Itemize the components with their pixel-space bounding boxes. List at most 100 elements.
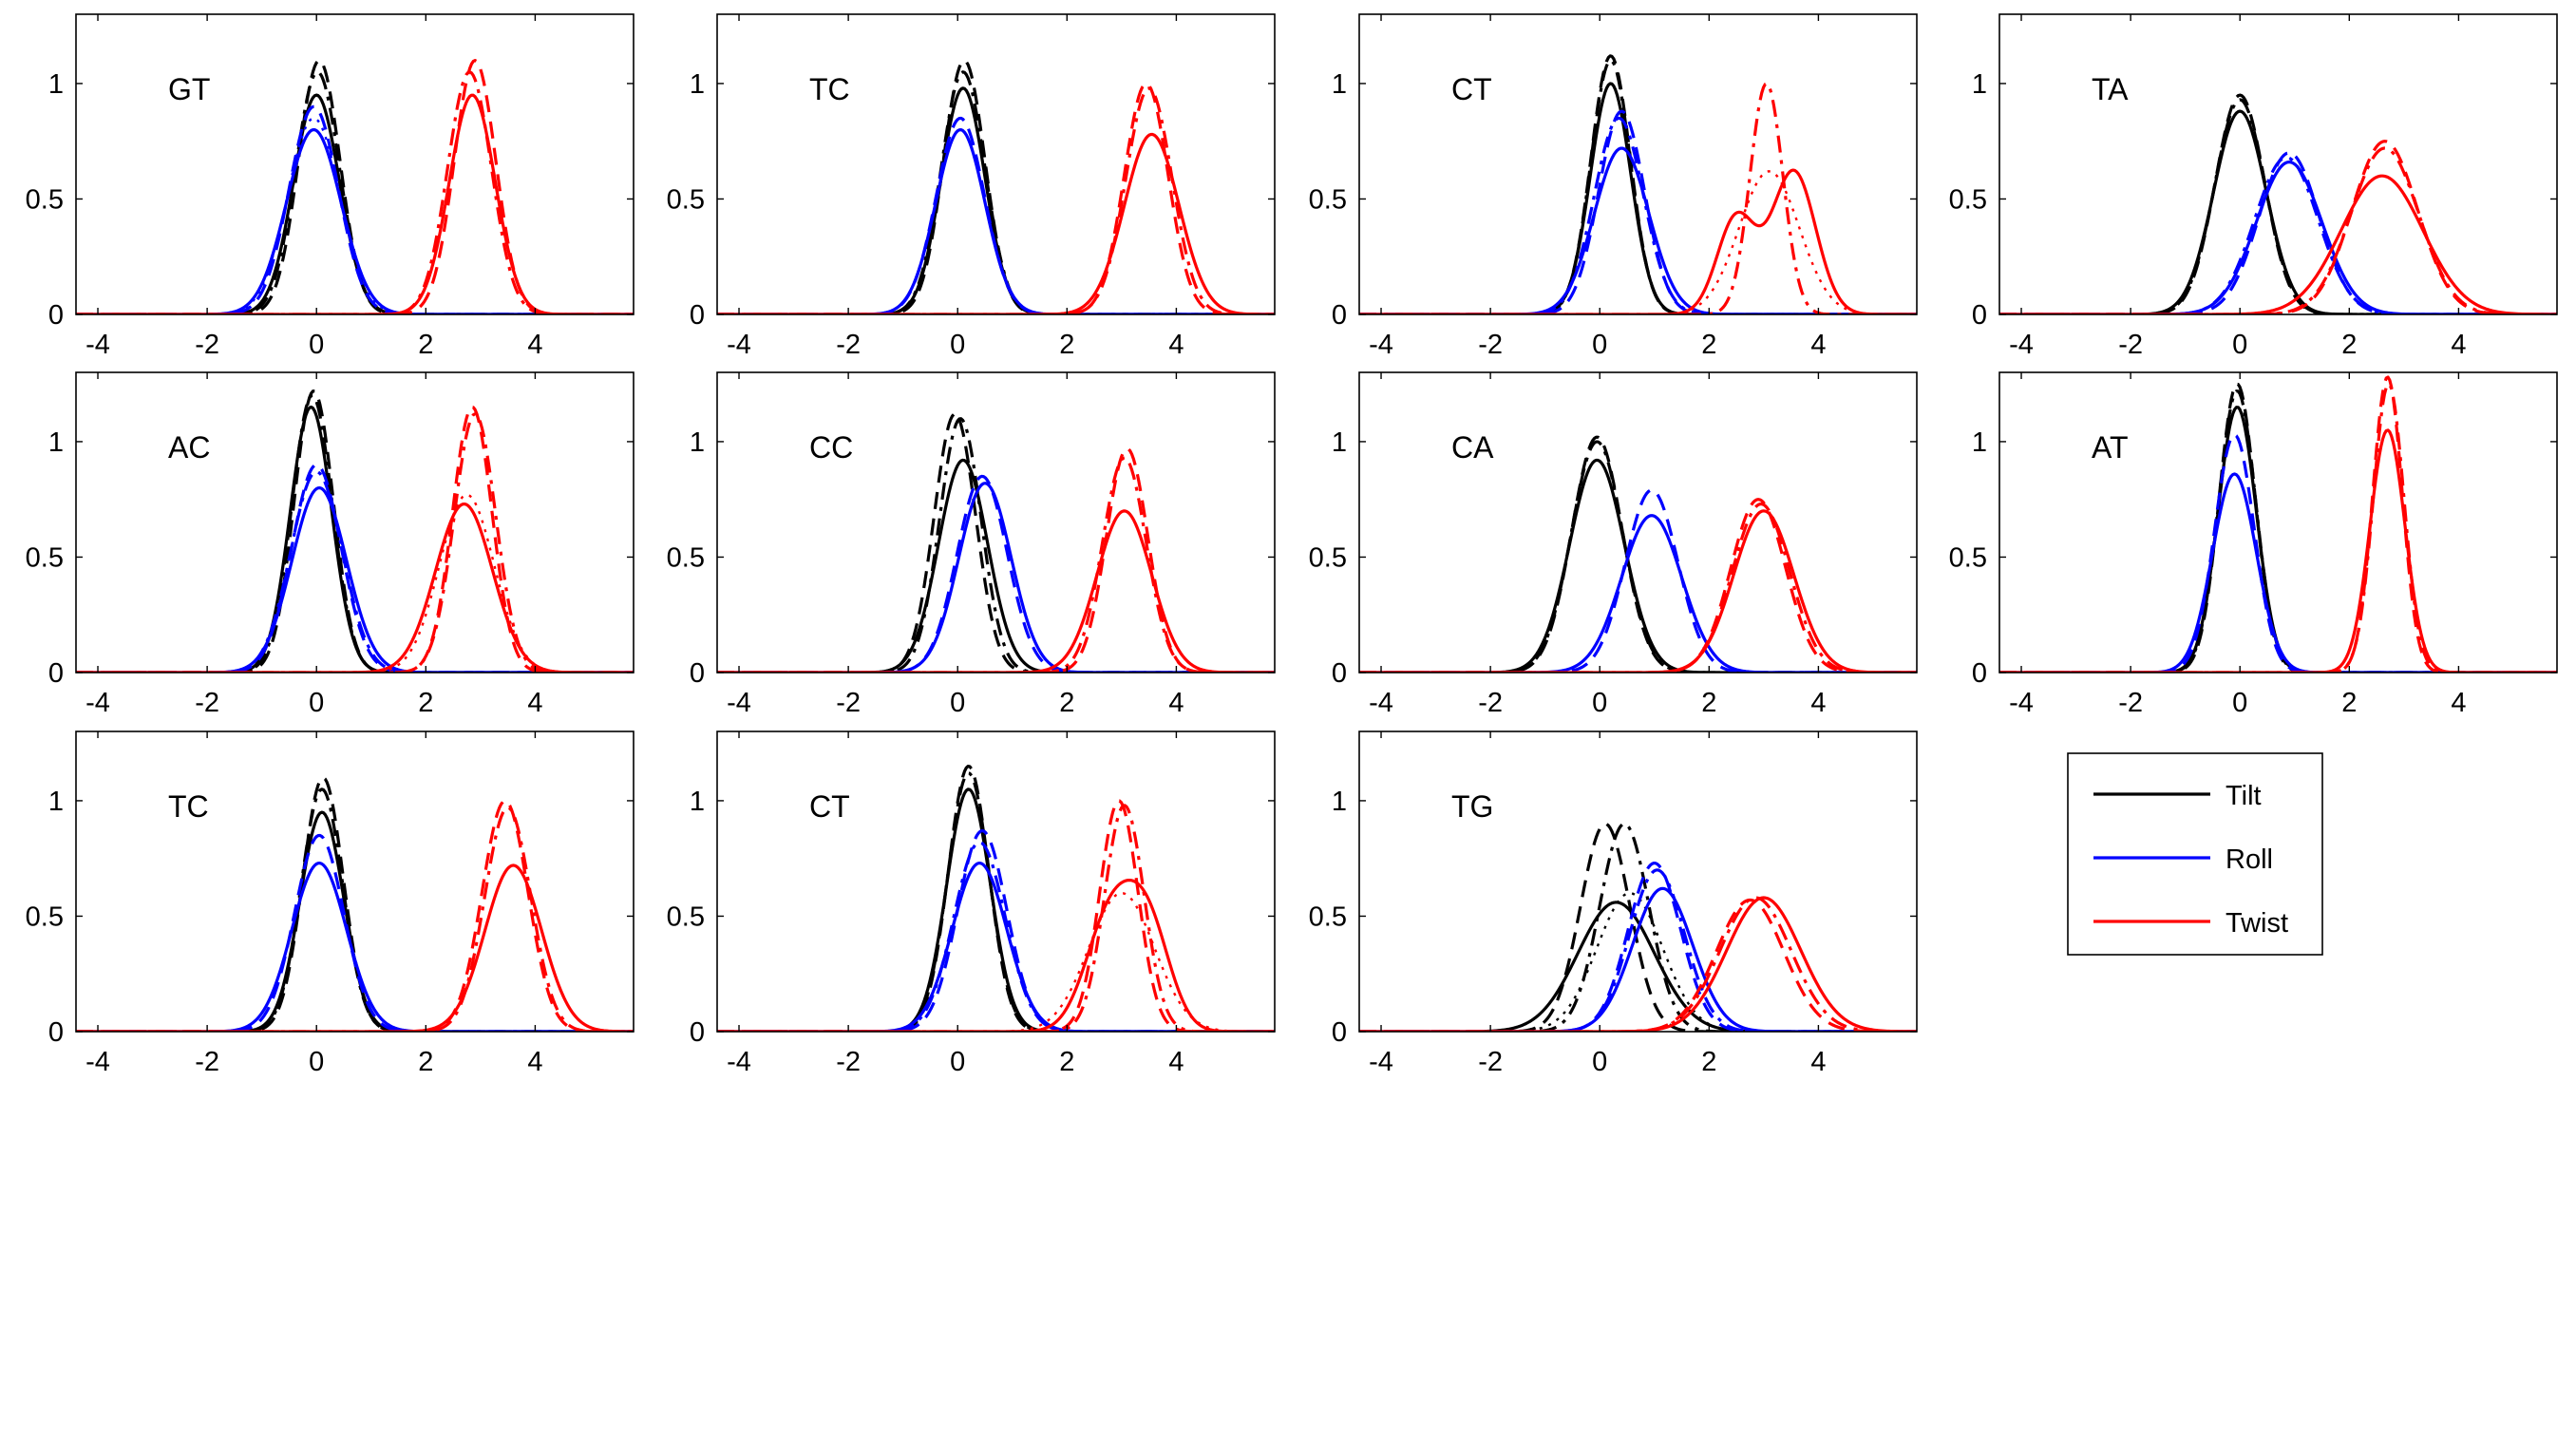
legend-label-twist: Twist — [2226, 908, 2288, 939]
panel-tc-8: -4 -2 0 2 4 0 0.5 1 TC — [26, 730, 635, 1077]
panel-label: CC — [809, 430, 853, 465]
panel-label: TA — [2092, 72, 2129, 106]
y-tick-label: 1 — [48, 427, 64, 458]
roll-curve-dashed-1 — [1999, 433, 2557, 673]
x-tick-label: 2 — [418, 1047, 433, 1077]
x-tick-label: -4 — [85, 330, 110, 360]
twist-curve-dashed-1 — [76, 406, 634, 673]
curves — [1999, 93, 2557, 314]
twist-curve-dashdot-2 — [76, 806, 634, 1032]
x-tick-label: 0 — [1592, 688, 1607, 718]
axes-box — [75, 730, 635, 1033]
x-tick-label: -4 — [2009, 330, 2034, 360]
tilt-curve-solid-0 — [1359, 82, 1917, 314]
x-tick-label: -4 — [85, 688, 110, 718]
panel-ca-6: -4 -2 0 2 4 0 0.5 1 CA — [1309, 371, 1918, 718]
tilt-curve-dashdot-2 — [717, 70, 1275, 314]
x-tick-label: -2 — [836, 1047, 861, 1077]
x-tick-label: -2 — [1478, 688, 1503, 718]
y-tick-label: 0 — [690, 658, 705, 689]
curves — [76, 59, 634, 314]
axes-box — [1358, 730, 1918, 1033]
y-tick-label: 0.5 — [1309, 901, 1347, 932]
x-tick-label: 0 — [1592, 330, 1607, 360]
twist-curve-solid-0 — [76, 863, 634, 1032]
roll-curve-dotted-2 — [76, 117, 634, 314]
roll-curve-dashed-1 — [717, 474, 1275, 673]
panel-label: GT — [168, 72, 210, 106]
tilt-curve-dashed-1 — [1359, 54, 1917, 314]
roll-curve-dashed-1 — [1999, 151, 2557, 314]
x-tick-label: -2 — [2118, 688, 2143, 718]
y-tick-label: 1 — [1332, 427, 1347, 458]
y-tick-label: 0 — [690, 300, 705, 331]
tilt-curve-solid-0 — [76, 93, 634, 314]
roll-curve-dashed-1 — [76, 463, 634, 673]
twist-curve-dashed-1 — [76, 59, 634, 314]
x-tick-label: -4 — [1369, 688, 1393, 718]
x-tick-label: 4 — [1168, 688, 1184, 718]
twist-curve-solid-0 — [717, 878, 1275, 1032]
curves — [1999, 375, 2557, 673]
y-tick-label: 0 — [48, 300, 64, 331]
y-tick-label: 1 — [48, 787, 64, 817]
twist-curve-dashed-1 — [1999, 140, 2557, 314]
tilt-curve-solid-0 — [1359, 458, 1917, 673]
tilt-curve-solid-0 — [1999, 406, 2557, 673]
y-tick-label: 1 — [690, 427, 705, 458]
tilt-curve-dashed-1 — [1999, 93, 2557, 314]
roll-curve-solid-0 — [1999, 160, 2557, 314]
tilt-curve-dashdot-2 — [76, 70, 634, 314]
panel-at-7: -4 -2 0 2 4 0 0.5 1 AT — [1949, 371, 2558, 718]
x-tick-label: -2 — [2118, 330, 2143, 360]
x-tick-label: 4 — [527, 688, 542, 718]
x-tick-label: 2 — [1059, 330, 1074, 360]
x-tick-label: -2 — [195, 688, 219, 718]
y-tick-label: 0.5 — [1309, 184, 1347, 215]
roll-curve-solid-0 — [717, 862, 1275, 1032]
twist-curve-solid-0 — [1359, 509, 1917, 673]
legend-label-tilt: Tilt — [2226, 781, 2262, 811]
panel-cc-5: -4 -2 0 2 4 0 0.5 1 CC — [667, 371, 1276, 718]
twist-curve-dotted-3 — [76, 493, 634, 673]
twist-curve-dashdot-2 — [1999, 382, 2557, 673]
y-tick-label: 0 — [1332, 658, 1347, 689]
panel-ct-9: -4 -2 0 2 4 0 0.5 1 CT — [667, 730, 1276, 1077]
twist-curve-dotted-2 — [1359, 170, 1917, 314]
curves — [1359, 822, 1917, 1032]
roll-curve-solid-0 — [1359, 146, 1917, 314]
twist-curve-solid-0 — [717, 132, 1275, 314]
twist-curve-dashdot-2 — [76, 412, 634, 673]
y-tick-label: 0.5 — [667, 901, 705, 932]
y-tick-label: 0 — [1332, 300, 1347, 331]
twist-curve-dashdot-2 — [1999, 146, 2557, 314]
tilt-curve-dashdot-2 — [1999, 389, 2557, 673]
tilt-curve-solid-0 — [1999, 109, 2557, 314]
y-tick-label: 0.5 — [667, 542, 705, 573]
x-tick-label: 2 — [1701, 330, 1716, 360]
x-tick-label: 2 — [1059, 688, 1074, 718]
roll-curve-dashed-1 — [76, 104, 634, 314]
x-tick-label: 2 — [2341, 688, 2357, 718]
y-tick-label: 1 — [1332, 69, 1347, 100]
x-tick-label: -4 — [727, 1047, 751, 1077]
y-tick-label: 0 — [1972, 658, 1987, 689]
y-tick-label: 0.5 — [1949, 184, 1987, 215]
y-tick-label: 1 — [1332, 787, 1347, 817]
twist-curve-solid-0 — [76, 93, 634, 314]
y-tick-label: 0.5 — [26, 542, 64, 573]
panel-label: CT — [1451, 72, 1492, 106]
tilt-curve-dashed-1 — [717, 764, 1275, 1032]
y-tick-label: 0.5 — [26, 184, 64, 215]
curves — [717, 412, 1275, 673]
roll-curve-solid-0 — [76, 862, 634, 1032]
y-tick-label: 1 — [1972, 427, 1987, 458]
twist-curve-dashdot-2 — [717, 86, 1275, 314]
axes-box — [1998, 371, 2558, 674]
x-tick-label: 2 — [418, 688, 433, 718]
y-tick-label: 0.5 — [1949, 542, 1987, 573]
roll-curve-solid-0 — [76, 486, 634, 673]
axes-box — [1358, 371, 1918, 674]
tilt-curve-dashdot-2 — [1359, 440, 1917, 673]
